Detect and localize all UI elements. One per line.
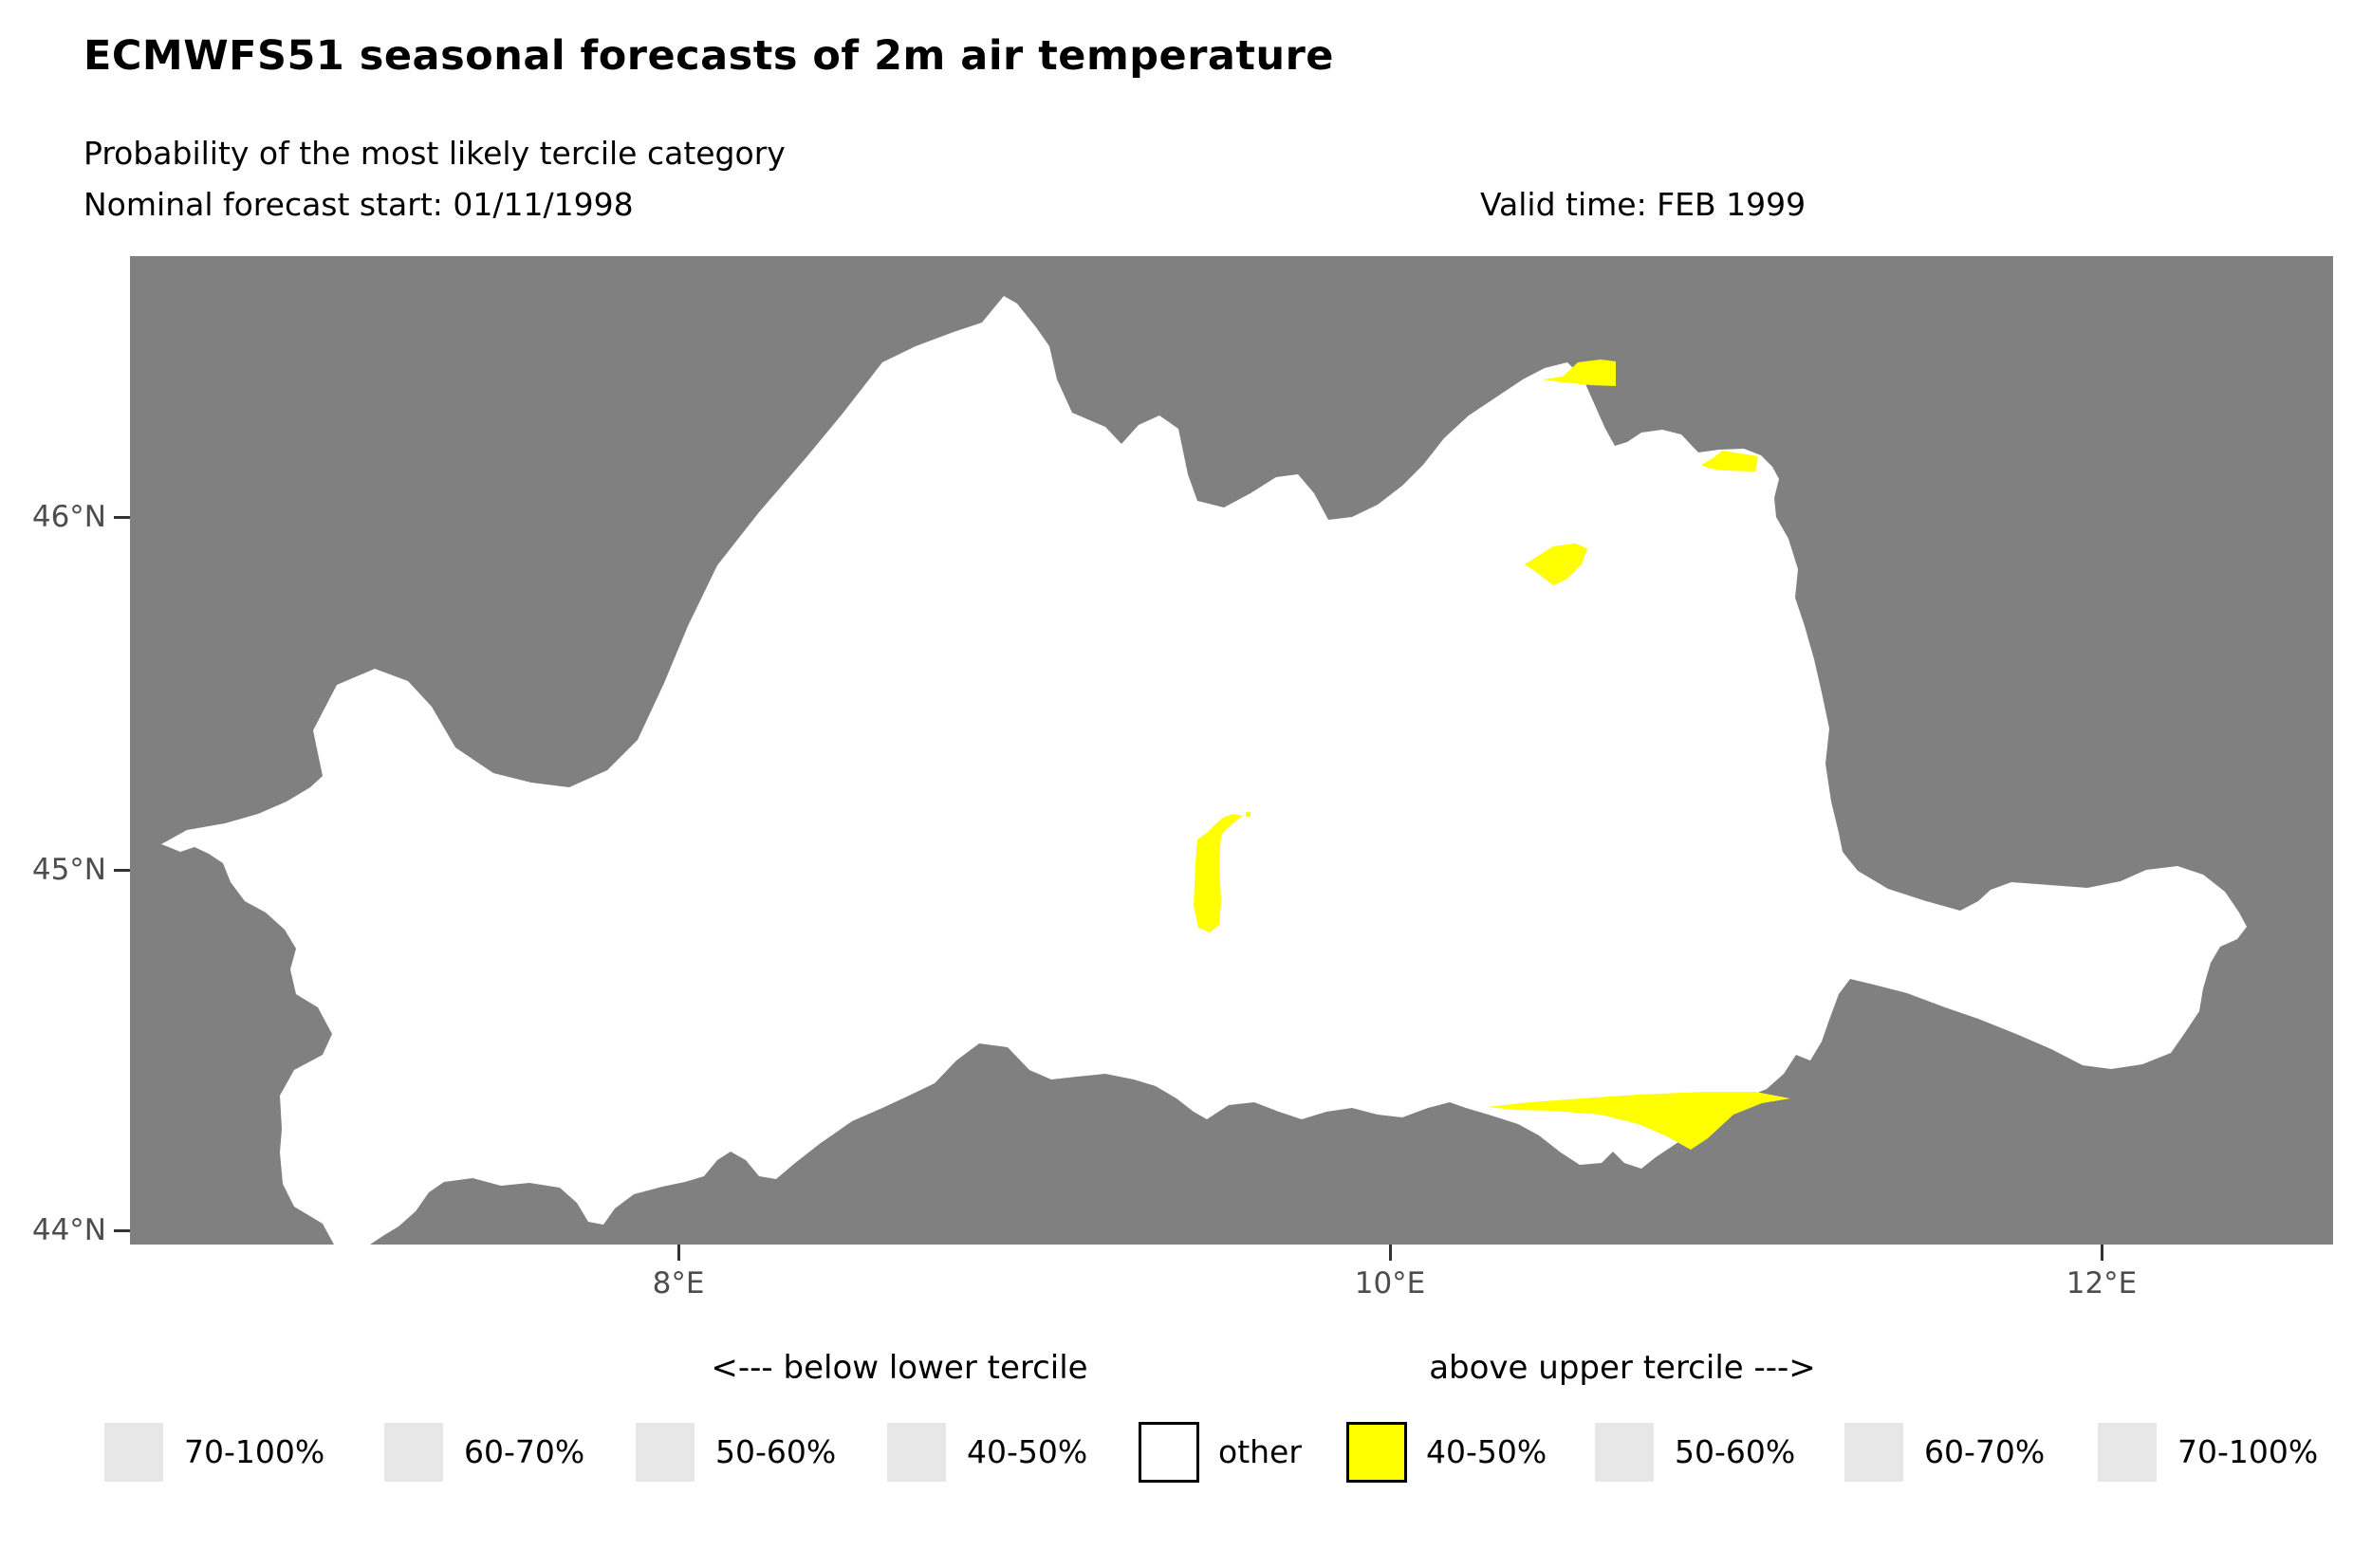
legend-label: 40-50% bbox=[1426, 1433, 1547, 1470]
x-axis-label-8e: 8°E bbox=[652, 1266, 705, 1301]
x-tick-mark bbox=[1389, 1245, 1392, 1261]
patch-center-dot bbox=[1246, 812, 1251, 817]
forecast-map bbox=[161, 296, 2247, 1245]
legend-label: 50-60% bbox=[715, 1433, 837, 1470]
legend-swatch-other bbox=[1139, 1422, 1199, 1483]
legend-swatch-below-60-70 bbox=[384, 1423, 443, 1482]
forecast-start-label: Nominal forecast start: 01/11/1998 bbox=[83, 186, 634, 223]
legend-label: 70-100% bbox=[184, 1433, 325, 1470]
patch-north-1 bbox=[1542, 360, 1616, 386]
legend-swatch-above-70-100 bbox=[2098, 1423, 2157, 1482]
patch-north-2 bbox=[1701, 451, 1758, 471]
page-subtitle: Probability of the most likely tercile c… bbox=[83, 135, 786, 172]
legend-swatch-above-50-60 bbox=[1595, 1423, 1654, 1482]
legend-label: 50-60% bbox=[1675, 1433, 1796, 1470]
patch-north-3 bbox=[1525, 544, 1587, 585]
patch-south bbox=[1488, 1092, 1790, 1150]
page-title: ECMWFS51 seasonal forecasts of 2m air te… bbox=[83, 32, 1334, 80]
legend-swatch-below-50-60 bbox=[636, 1423, 695, 1482]
x-tick-mark bbox=[2101, 1245, 2103, 1261]
legend-label: 70-100% bbox=[2177, 1433, 2319, 1470]
legend-header-above-tercile: above upper tercile ---> bbox=[1429, 1349, 1816, 1387]
legend-label: other bbox=[1218, 1433, 1302, 1470]
y-axis-label-44n: 44°N bbox=[31, 1213, 106, 1247]
legend-label: 60-70% bbox=[1924, 1433, 2046, 1470]
legend-swatch-below-70-100 bbox=[104, 1423, 163, 1482]
legend-swatch-above-60-70 bbox=[1844, 1423, 1903, 1482]
forecast-map-panel bbox=[130, 256, 2333, 1245]
y-axis-label-46n: 46°N bbox=[31, 500, 106, 534]
legend-label: 60-70% bbox=[464, 1433, 585, 1470]
y-tick-mark bbox=[114, 516, 130, 519]
patch-center bbox=[1194, 814, 1243, 932]
x-axis-label-10e: 10°E bbox=[1354, 1266, 1426, 1301]
legend-label: 40-50% bbox=[967, 1433, 1088, 1470]
y-tick-mark bbox=[114, 869, 130, 872]
legend-swatch-below-40-50 bbox=[887, 1423, 946, 1482]
x-axis-label-12e: 12°E bbox=[2066, 1266, 2138, 1301]
valid-time-label: Valid time: FEB 1999 bbox=[1480, 186, 1806, 223]
legend-swatch-above-40-50 bbox=[1346, 1422, 1407, 1483]
legend-header-below-tercile: <--- below lower tercile bbox=[711, 1349, 1088, 1387]
y-tick-mark bbox=[114, 1229, 130, 1232]
y-axis-label-45n: 45°N bbox=[31, 853, 106, 887]
x-tick-mark bbox=[677, 1245, 680, 1261]
